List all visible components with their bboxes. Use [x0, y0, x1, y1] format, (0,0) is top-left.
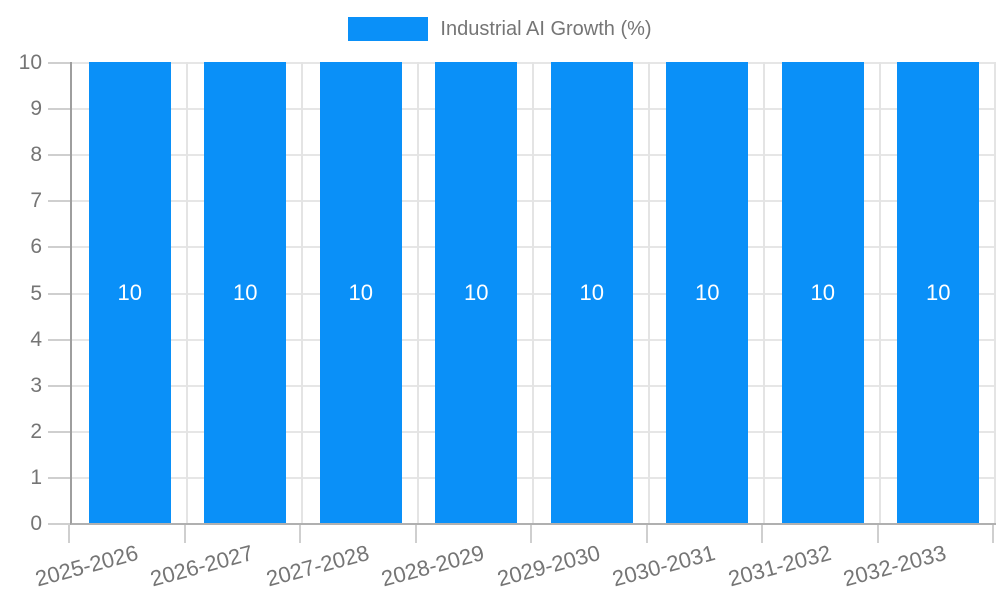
x-axis-label: 2030-2031 — [609, 540, 718, 592]
y-axis-label: 5 — [30, 281, 42, 305]
x-axis-label: 2025-2026 — [32, 540, 141, 592]
vertical-gridline — [416, 62, 419, 523]
x-axis-tick — [992, 525, 994, 543]
bar[interactable]: 10 — [781, 62, 864, 523]
x-axis-label: 2032-2033 — [840, 540, 949, 592]
y-axis-label: 10 — [18, 51, 42, 74]
y-axis-label: 3 — [30, 373, 42, 397]
bar-value-label: 10 — [926, 279, 951, 305]
vertical-gridline — [994, 62, 996, 523]
horizontal-gridline — [72, 338, 996, 341]
x-axis-tick — [645, 525, 648, 543]
y-axis-tick — [48, 384, 70, 387]
bar[interactable]: 10 — [666, 62, 749, 523]
horizontal-gridline — [72, 200, 996, 203]
bar-value-label: 10 — [810, 279, 835, 305]
legend-swatch-icon — [348, 17, 429, 41]
bar-value-label: 10 — [464, 279, 489, 305]
bar-value-label: 10 — [117, 279, 142, 305]
x-axis-label: 2029-2030 — [494, 540, 603, 592]
horizontal-gridline — [72, 246, 996, 249]
y-axis-label: 1 — [30, 465, 42, 489]
bar[interactable]: 10 — [897, 62, 980, 523]
x-axis-tick — [761, 525, 763, 543]
x-axis-tick — [876, 525, 879, 543]
bar[interactable]: 10 — [319, 62, 402, 523]
horizontal-gridline — [72, 430, 996, 433]
x-axis-tick — [299, 525, 301, 543]
bar[interactable]: 10 — [88, 62, 171, 523]
bar-value-label: 10 — [579, 279, 604, 305]
bar-value-label: 10 — [233, 279, 258, 305]
x-axis-tick — [183, 525, 186, 543]
y-axis-label: 9 — [30, 97, 42, 121]
bar[interactable]: 10 — [435, 62, 518, 523]
y-axis-label: 0 — [30, 512, 42, 535]
x-axis-label: 2027-2028 — [263, 540, 372, 592]
bar[interactable]: 10 — [204, 62, 287, 523]
legend-label: Industrial AI Growth (%) — [440, 18, 652, 40]
y-axis-tick — [48, 523, 70, 525]
y-axis-tick — [48, 338, 70, 341]
vertical-gridline — [185, 62, 188, 523]
chart-legend: Industrial AI Growth (%) — [0, 17, 1000, 41]
y-axis-label: 4 — [30, 327, 42, 351]
y-axis-label: 8 — [30, 143, 42, 167]
y-axis-tick — [48, 246, 70, 249]
y-axis-label: 2 — [30, 419, 42, 443]
y-axis-tick — [48, 154, 70, 157]
y-axis-label: 6 — [30, 235, 42, 259]
vertical-gridline — [647, 62, 650, 523]
horizontal-gridline — [72, 154, 996, 157]
x-axis-label: 2031-2032 — [725, 540, 834, 592]
y-axis-tick — [48, 200, 70, 203]
horizontal-gridline — [72, 476, 996, 479]
bar-value-label: 10 — [695, 279, 720, 305]
x-axis-tick — [530, 525, 532, 543]
x-axis-tick — [414, 525, 417, 543]
y-axis-tick — [48, 62, 70, 64]
x-axis-tick — [68, 525, 70, 543]
vertical-gridline — [878, 62, 881, 523]
vertical-gridline — [763, 62, 765, 523]
vertical-gridline — [532, 62, 534, 523]
y-axis-tick — [48, 292, 70, 295]
horizontal-gridline — [72, 62, 996, 64]
horizontal-gridline — [72, 292, 996, 295]
horizontal-gridline — [72, 108, 996, 111]
bar[interactable]: 10 — [550, 62, 633, 523]
vertical-gridline — [301, 62, 303, 523]
x-axis-label: 2028-2029 — [378, 540, 487, 592]
bar-value-label: 10 — [348, 279, 373, 305]
plot-area: 10 10 10 10 10 10 10 10 — [70, 62, 996, 525]
y-axis-tick — [48, 430, 70, 433]
horizontal-gridline — [72, 384, 996, 387]
y-axis-label: 7 — [30, 189, 42, 213]
x-axis-label: 2026-2027 — [147, 540, 256, 592]
y-axis-tick — [48, 108, 70, 111]
y-axis-tick — [48, 476, 70, 479]
